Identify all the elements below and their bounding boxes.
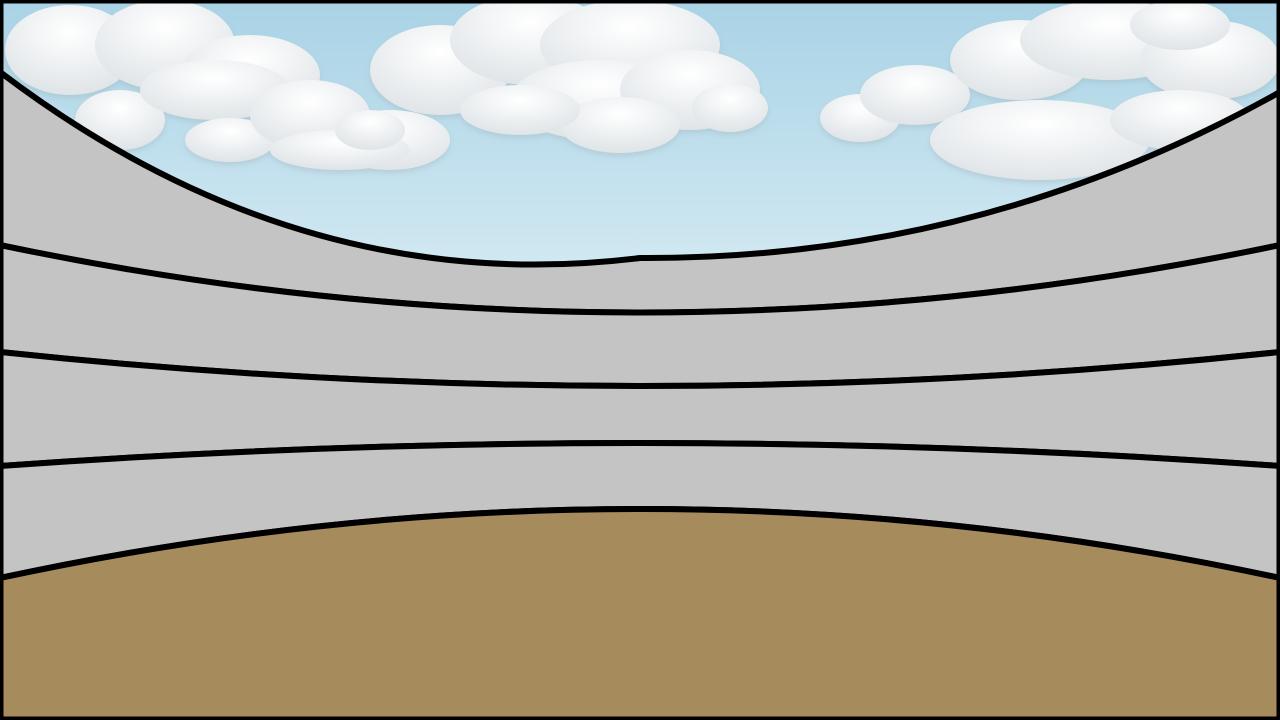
arena-floor bbox=[0, 506, 1280, 720]
cloud-left bbox=[5, 0, 320, 150]
cloud-center bbox=[370, 0, 768, 153]
clouds bbox=[5, 0, 1280, 180]
cloud-right bbox=[820, 0, 1280, 180]
cloud-left-lower bbox=[185, 80, 450, 170]
